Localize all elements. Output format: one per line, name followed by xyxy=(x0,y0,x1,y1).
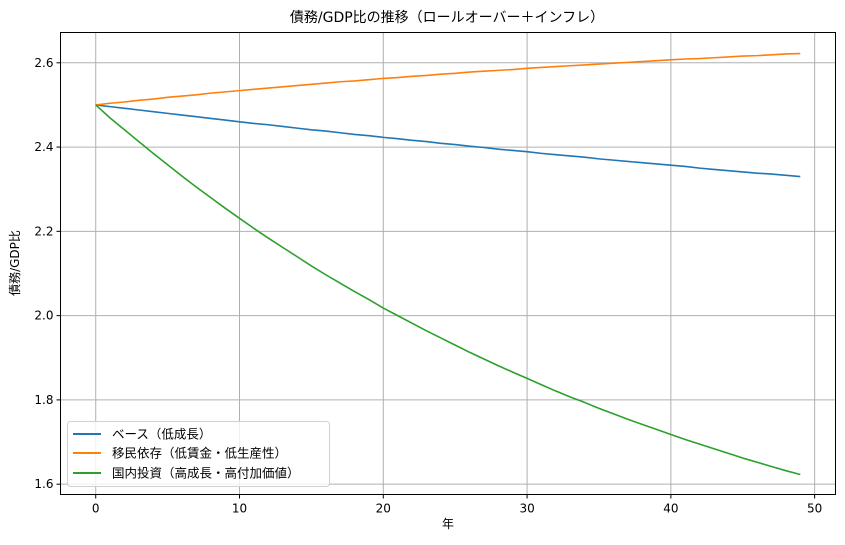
x-tick-label: 40 xyxy=(663,502,678,516)
series-line-base xyxy=(95,104,801,178)
x-tick-label: 0 xyxy=(92,502,100,516)
y-tick-label: 2.0 xyxy=(34,309,53,323)
x-axis-ticks: 0 10 20 30 40 50 xyxy=(92,494,822,516)
plot-frame xyxy=(60,32,836,495)
y-tick-label: 2.6 xyxy=(34,56,53,70)
legend-box xyxy=(67,421,330,487)
legend: ベース（低成長） 移民依存（低賃金・低生産性） 国内投資（高成長・高付加価値） xyxy=(67,421,330,487)
y-axis-label: 債務/GDP比 xyxy=(7,230,22,296)
series-lines xyxy=(95,52,801,476)
y-tick-label: 2.2 xyxy=(34,224,53,238)
series-line-domestic-investment xyxy=(95,104,801,476)
legend-label: 移民依存（低賃金・低生産性） xyxy=(112,446,287,461)
y-axis-ticks: 1.6 1.8 2.0 2.2 2.4 2.6 xyxy=(34,56,61,491)
x-tick-label: 10 xyxy=(232,502,247,516)
legend-label: ベース（低成長） xyxy=(112,427,211,442)
y-tick-label: 2.4 xyxy=(34,140,53,154)
series-line-immigration xyxy=(95,52,801,106)
legend-item-domestic-investment: 国内投資（高成長・高付加価値） xyxy=(73,466,300,481)
chart-title: 債務/GDP比の推移（ロールオーバー＋インフレ） xyxy=(290,10,604,26)
legend-item-immigration: 移民依存（低賃金・低生産性） xyxy=(73,446,287,461)
x-axis-label: 年 xyxy=(442,517,454,531)
y-tick-label: 1.6 xyxy=(34,477,53,491)
x-tick-label: 30 xyxy=(519,502,534,516)
legend-label: 国内投資（高成長・高付加価値） xyxy=(112,466,300,481)
legend-item-base: ベース（低成長） xyxy=(73,427,211,442)
x-tick-label: 20 xyxy=(376,502,391,516)
x-tick-label: 50 xyxy=(807,502,822,516)
y-tick-label: 1.8 xyxy=(34,393,53,407)
